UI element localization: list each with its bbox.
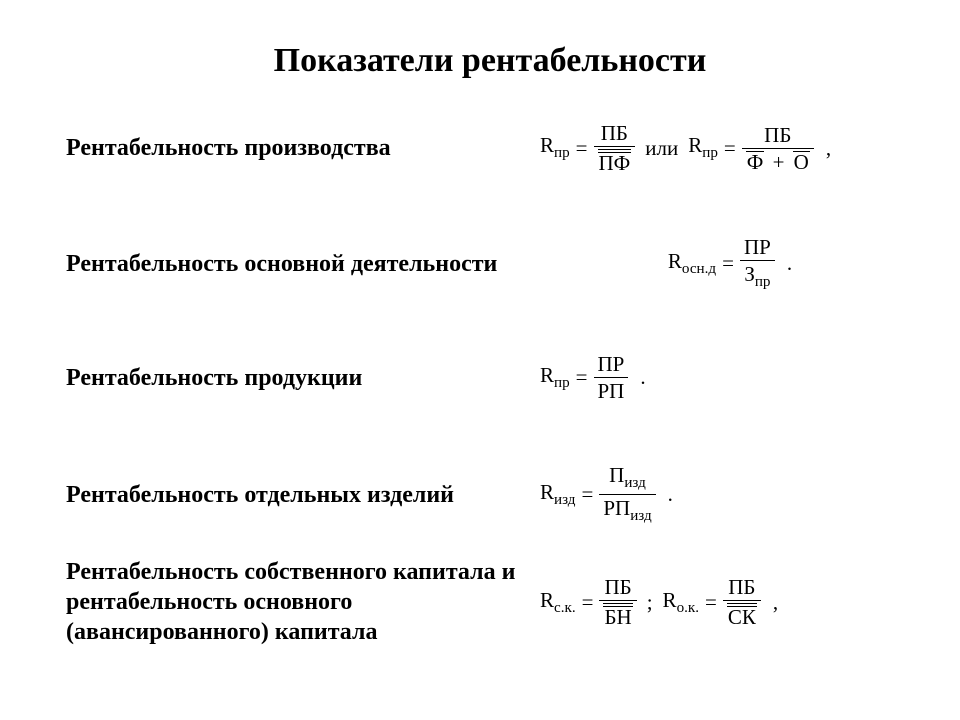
indicator-label: Рентабельность собственного капитала и р… (60, 557, 536, 647)
formula: Rпр = ПР РП . (540, 353, 920, 402)
document-page: Показатели рентабельности Рентабельность… (0, 0, 960, 720)
indicator-row: Рентабельность продукции Rпр = ПР РП . (60, 353, 920, 402)
indicator-row: Рентабельность основной деятельности Rос… (60, 236, 920, 291)
indicator-label: Рентабельность основной деятельности (60, 249, 497, 279)
formula: Rс.к. = ПБ БН ; Rо.к. = ПБ СК , (540, 576, 920, 628)
formula: Rизд = Пизд РПизд . (540, 464, 920, 525)
indicator-row: Рентабельность отдельных изделий Rизд = … (60, 464, 920, 525)
page-title: Показатели рентабельности (60, 42, 920, 80)
indicator-label: Рентабельность производства (60, 133, 391, 163)
indicator-row: Рентабельность собственного капитала и р… (60, 557, 920, 647)
indicator-label: Рентабельность продукции (60, 363, 362, 393)
formula: Rпр = ПБ ПФ или Rпр = ПБ Ф + О (540, 122, 920, 174)
formula: Rосн.д = ПР Зпр . (540, 236, 920, 291)
indicator-label: Рентабельность отдельных изделий (60, 480, 454, 510)
indicator-row: Рентабельность производства Rпр = ПБ ПФ … (60, 122, 920, 174)
